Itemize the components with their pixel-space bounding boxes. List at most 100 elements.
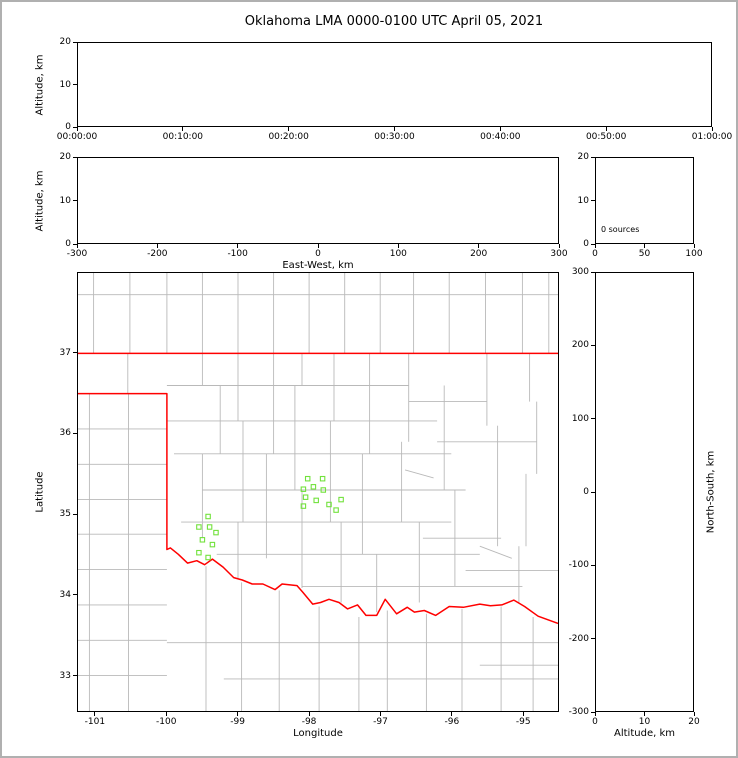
lma-source-marker [300,503,307,509]
y-tick-mark [73,156,77,158]
x-tick-mark [693,712,695,716]
x-tick-mark [94,712,96,716]
x-tick-mark [379,712,381,716]
y-tick-label: 37 [59,347,71,358]
x-tick-label: -98 [301,717,317,727]
x-tick-label: 01:00:00 [691,132,733,142]
lma-source-marker [196,524,202,530]
y-tick-mark [73,675,77,677]
x-tick-mark [156,244,158,248]
y-tick-label: -300 [568,707,589,717]
x-tick-mark [558,244,560,248]
y-tick-label: 100 [571,413,589,424]
station-histogram-panel [595,157,694,244]
x-tick-label: 200 [470,249,488,259]
lma-source-marker [319,475,326,482]
y-tick-label: 200 [571,340,589,351]
ns-height-panel [595,272,694,712]
map-canvas [78,273,558,711]
y-tick-label: 0 [65,122,71,132]
lma-source-marker [213,529,219,536]
x-tick-mark [594,712,596,716]
x-tick-label: 0 [592,717,598,727]
x-tick-label: -97 [373,717,388,727]
x-tick-label: -100 [227,249,248,259]
x-tick-label: 00:10:00 [162,132,204,142]
x-tick-mark [693,244,695,248]
ew-height-panel [77,157,559,244]
x-tick-mark [237,244,239,248]
x-tick-mark [711,127,713,131]
y-axis-label: Altitude, km [34,170,46,231]
x-tick-mark [182,127,184,131]
lma-source-marker [205,513,211,520]
x-tick-label: 0 [315,249,321,259]
y-tick-label: 10 [59,79,71,90]
x-tick-label: -99 [230,717,246,727]
county-line [479,545,512,559]
x-tick-label: -100 [156,717,177,727]
time-height-panel [77,42,712,127]
x-axis-label: Altitude, km [614,728,675,739]
lma-source-marker [320,487,327,493]
y-tick-label: 33 [59,670,71,681]
lma-source-marker [196,549,202,556]
x-tick-label: 00:20:00 [268,132,309,142]
state-border-line [78,392,558,625]
lma-source-marker [300,486,307,492]
y-tick-mark [591,491,595,493]
x-tick-mark [76,244,78,248]
lma-source-marker [206,524,213,530]
y-tick-mark [73,594,77,596]
x-tick-label: 50 [638,249,651,259]
y-tick-mark [591,200,595,201]
x-tick-mark [308,712,310,716]
y-tick-mark [591,344,595,346]
x-axis-label: East-West, km [282,260,354,271]
y-tick-label: 0 [583,487,589,497]
y-tick-label: 20 [59,37,71,47]
x-tick-label: 100 [389,249,407,259]
x-tick-mark [317,244,319,248]
y-tick-mark [73,126,77,128]
x-tick-label: 00:50:00 [585,132,627,142]
x-tick-mark [499,127,501,131]
lma-source-marker [326,501,332,508]
lma-source-marker [209,541,216,548]
x-axis-label: Longitude [293,728,343,739]
x-tick-label: -95 [515,717,531,727]
county-line [404,469,434,479]
y-tick-mark [73,200,77,201]
x-tick-label: 10 [638,717,651,727]
y-axis-label: North-South, km [705,450,717,534]
figure-title: Oklahoma LMA 0000-0100 UTC April 05, 202… [244,14,544,29]
x-tick-label: 00:00:00 [56,132,98,142]
x-tick-label: -101 [84,717,106,727]
sources-count-label: 0 sources [601,225,640,234]
y-tick-label: 20 [577,152,589,162]
y-tick-mark [591,418,595,420]
y-tick-label: 34 [59,589,71,600]
y-tick-label: 0 [583,239,589,249]
x-tick-mark [165,712,167,716]
y-tick-mark [591,243,595,245]
map-panel [77,272,559,712]
x-tick-mark [594,244,596,248]
y-tick-label: 36 [59,428,71,439]
y-tick-mark [591,711,595,713]
y-tick-mark [591,638,595,640]
y-tick-mark [73,352,77,354]
y-tick-mark [591,271,595,273]
y-tick-mark [73,41,77,43]
x-tick-mark [522,712,524,716]
lma-source-marker [302,494,309,500]
x-tick-mark [76,127,78,131]
y-axis-label: Latitude [34,471,46,513]
x-tick-label: -96 [444,717,460,727]
x-tick-mark [644,712,645,716]
lma-source-marker [310,484,317,490]
x-tick-label: -200 [147,249,168,259]
lma-source-marker [338,496,344,503]
y-tick-mark [591,156,595,158]
x-tick-label: 20 [688,717,700,727]
